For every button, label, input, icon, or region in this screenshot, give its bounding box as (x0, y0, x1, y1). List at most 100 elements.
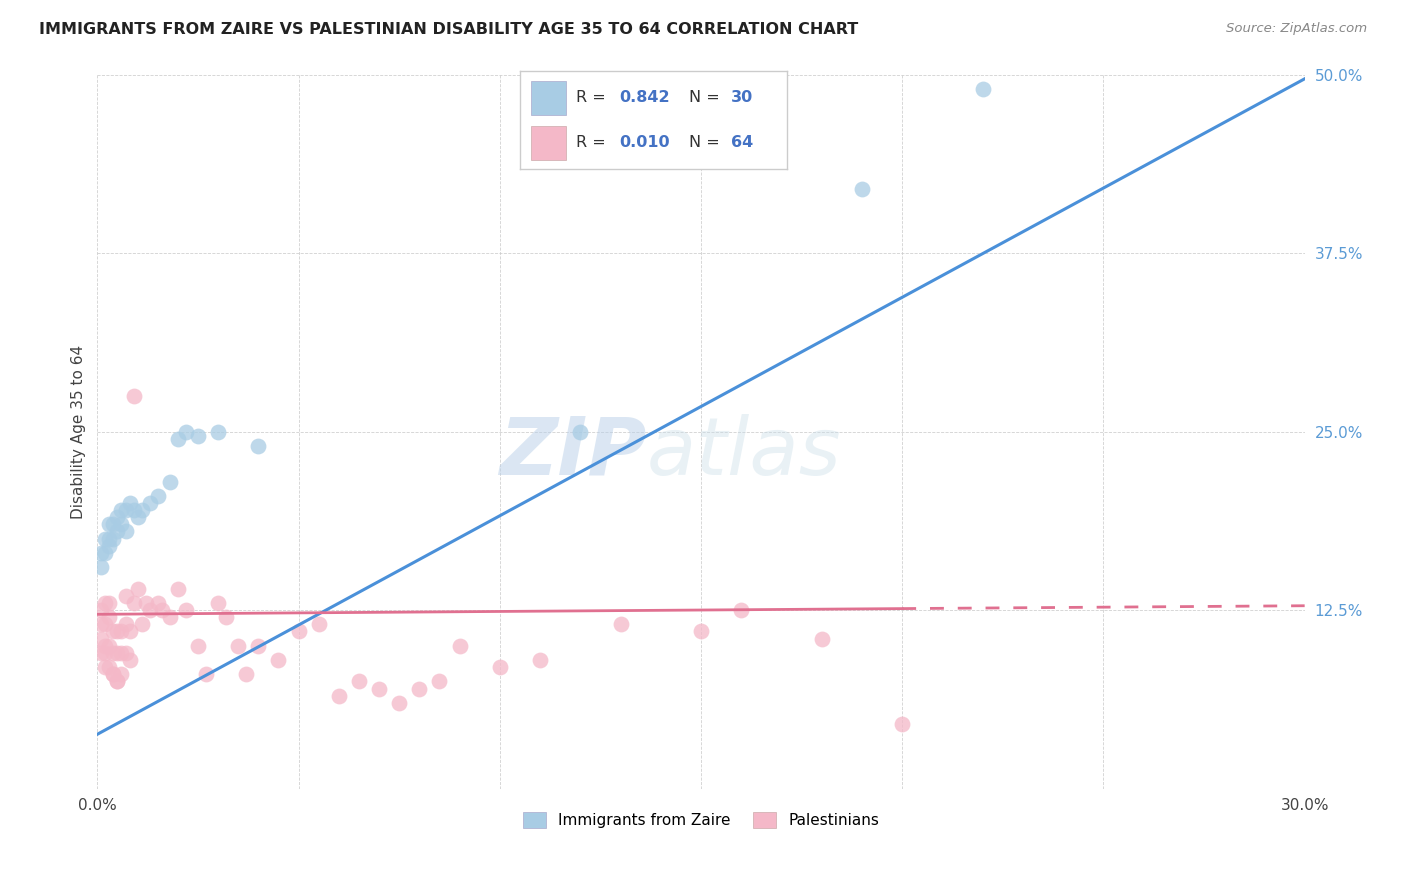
Point (94, 596, 117, 610)
Point (347, 674, 370, 689)
Point (107, 674, 129, 689)
Text: ZIP: ZIP (499, 414, 647, 492)
Point (408, 681, 430, 696)
Point (146, 596, 169, 610)
Point (107, 646, 129, 660)
Point (267, 653, 290, 667)
Point (328, 689, 350, 703)
Point (215, 610, 238, 624)
Legend: Immigrants from Zaire, Palestinians: Immigrants from Zaire, Palestinians (516, 806, 886, 834)
Text: N =: N = (689, 136, 724, 151)
Point (103, 624, 125, 639)
Point (94, 532, 117, 546)
Point (972, 82, 994, 96)
Point (187, 639, 209, 653)
Point (94, 639, 117, 653)
Point (107, 524, 129, 539)
Point (103, 667, 125, 681)
Point (851, 182, 873, 196)
Point (118, 624, 141, 639)
Text: 0.010: 0.010 (619, 136, 669, 151)
Point (388, 696, 411, 710)
Point (94, 546, 117, 560)
Point (114, 524, 136, 539)
Point (107, 674, 129, 689)
Text: IMMIGRANTS FROM ZAIRE VS PALESTINIAN DISABILITY AGE 35 TO 64 CORRELATION CHART: IMMIGRANTS FROM ZAIRE VS PALESTINIAN DIS… (39, 22, 859, 37)
Point (138, 603, 160, 617)
Point (90, 603, 112, 617)
Point (94, 660, 117, 674)
Point (114, 646, 136, 660)
Point (247, 439, 270, 453)
Point (103, 667, 125, 681)
Point (98, 517, 121, 532)
Point (98, 532, 121, 546)
Point (98, 639, 121, 653)
Text: 30: 30 (731, 90, 754, 105)
Point (110, 667, 132, 681)
Point (127, 582, 149, 596)
Point (122, 596, 145, 610)
Point (810, 632, 832, 646)
Point (107, 510, 129, 524)
Point (131, 503, 153, 517)
Point (118, 496, 141, 510)
Point (308, 617, 330, 632)
Point (118, 653, 141, 667)
Point (529, 653, 551, 667)
Point (90, 646, 112, 660)
Point (107, 624, 129, 639)
Point (138, 496, 160, 510)
Point (90, 617, 112, 632)
Point (114, 589, 136, 603)
Point (187, 429, 209, 443)
Point (690, 624, 713, 639)
Point (730, 603, 752, 617)
Bar (531, 127, 565, 160)
Point (103, 646, 125, 660)
Point (98, 660, 121, 674)
Text: atlas: atlas (647, 414, 841, 492)
Point (891, 717, 914, 731)
Point (368, 681, 391, 696)
Point (235, 667, 257, 681)
Point (174, 425, 197, 439)
Point (90, 632, 112, 646)
Point (114, 503, 136, 517)
Point (159, 475, 181, 489)
Text: R =: R = (576, 136, 612, 151)
Point (103, 532, 125, 546)
Point (135, 596, 157, 610)
Point (98, 596, 121, 610)
Point (127, 510, 149, 524)
Text: 64: 64 (731, 136, 754, 151)
Text: 0.842: 0.842 (619, 90, 669, 105)
Point (110, 517, 132, 532)
Point (569, 425, 592, 439)
Point (207, 425, 229, 439)
Point (103, 517, 125, 532)
Text: N =: N = (689, 90, 724, 105)
Point (166, 432, 188, 446)
Point (287, 624, 309, 639)
Point (174, 603, 197, 617)
Point (110, 503, 132, 517)
Point (488, 660, 510, 674)
Point (114, 617, 136, 632)
Point (98, 539, 121, 553)
Point (90, 560, 112, 574)
Point (195, 667, 218, 681)
Point (90, 546, 112, 560)
Point (150, 603, 173, 617)
Point (146, 489, 169, 503)
Point (122, 389, 145, 403)
Point (110, 624, 132, 639)
Point (94, 617, 117, 632)
Point (131, 617, 153, 632)
Point (609, 617, 631, 632)
Point (94, 646, 117, 660)
Point (247, 639, 270, 653)
Point (449, 639, 471, 653)
Point (122, 503, 145, 517)
Point (207, 596, 229, 610)
